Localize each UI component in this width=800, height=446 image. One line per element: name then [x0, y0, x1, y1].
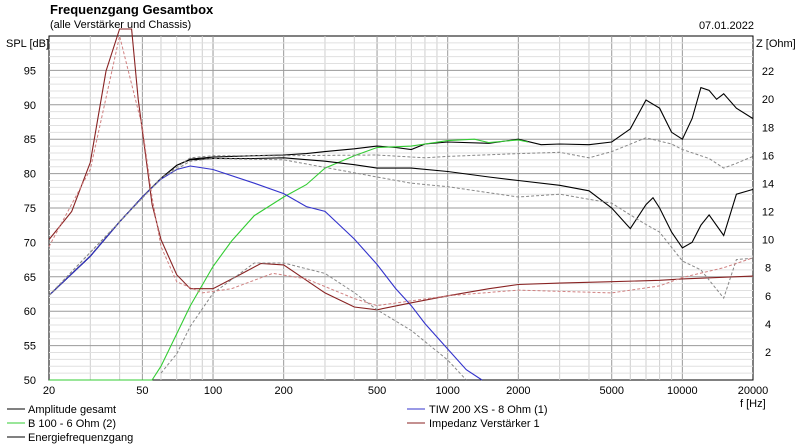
y-tick-label: 80 [24, 169, 36, 181]
y2-tick-label: 12 [762, 207, 774, 219]
x-tick-label: 5000 [599, 385, 623, 397]
y2-tick-label: 6 [765, 291, 771, 303]
y2-tick-label: 16 [762, 150, 774, 162]
y2-tick-label: 22 [762, 66, 774, 78]
series-line-b-100-6-ohm-2 [49, 138, 529, 381]
legend: Amplitude gesamt B 100 - 6 Ohm (2) Energ… [7, 404, 548, 444]
x-tick-label: 2000 [506, 385, 530, 397]
x-tick-label: 500 [368, 385, 386, 397]
legend-label-amplitude: Amplitude gesamt [28, 404, 116, 416]
y-tick-label: 75 [24, 203, 36, 215]
series-line-energiefrequenzgang [48, 157, 754, 296]
series-line-reference-8 [48, 35, 754, 307]
y-axis-label: SPL [dB] [6, 38, 49, 50]
tick-labels: 20 50 100 200 500 1000 2000 5000 10000 20000 50 55 6… [24, 65, 774, 397]
y2-tick-label: 4 [765, 319, 771, 331]
y-tick-label: 50 [24, 375, 36, 387]
legend-label-tiw200: TIW 200 XS - 8 Ohm (1) [429, 404, 548, 416]
legend-label-impedanz: Impedanz Verstärker 1 [429, 418, 540, 430]
x-axis-label: f [Hz] [740, 398, 766, 410]
series-line-reference-7 [160, 262, 467, 381]
x-tick-label: 100 [204, 385, 222, 397]
y2-tick-label: 8 [765, 263, 771, 275]
series-line-reference-6 [48, 157, 754, 300]
x-tick-label: 200 [274, 385, 292, 397]
y-tick-label: 60 [24, 306, 36, 318]
chart-title: Frequenzgang Gesamtbox [50, 2, 214, 17]
y2-tick-label: 14 [762, 178, 774, 190]
x-tick-label: 20 [43, 385, 55, 397]
x-tick-label: 1000 [435, 385, 459, 397]
x-tick-label: 50 [136, 385, 148, 397]
x-tick-label: 20000 [738, 385, 769, 397]
legend-label-b100: B 100 - 6 Ohm (2) [28, 418, 116, 430]
series-group [48, 28, 754, 381]
x-tick-label: 10000 [667, 385, 698, 397]
y-tick-label: 55 [24, 341, 36, 353]
y2-tick-label: 18 [762, 122, 774, 134]
y-tick-label: 90 [24, 100, 36, 112]
y2-tick-label: 2 [765, 347, 771, 359]
y2-axis-label: Z [Ohm] [756, 38, 796, 50]
y-tick-label: 65 [24, 272, 36, 284]
series-line-tiw-200-xs-8-ohm-1 [48, 165, 483, 381]
y-tick-label: 70 [24, 237, 36, 249]
grid-lines [49, 36, 753, 380]
y2-tick-label: 10 [762, 235, 774, 247]
legend-label-energie: Energiefrequenzgang [28, 432, 133, 444]
series-line-impedanz-verst-rker-1 [48, 28, 754, 311]
y-tick-label: 85 [24, 134, 36, 146]
chart-subtitle: (alle Verstärker und Chassis) [50, 19, 192, 31]
chart-date: 07.01.2022 [698, 20, 754, 32]
y2-tick-label: 20 [762, 94, 774, 106]
series-line-reference-5 [48, 137, 754, 296]
y-tick-label: 95 [24, 65, 36, 77]
